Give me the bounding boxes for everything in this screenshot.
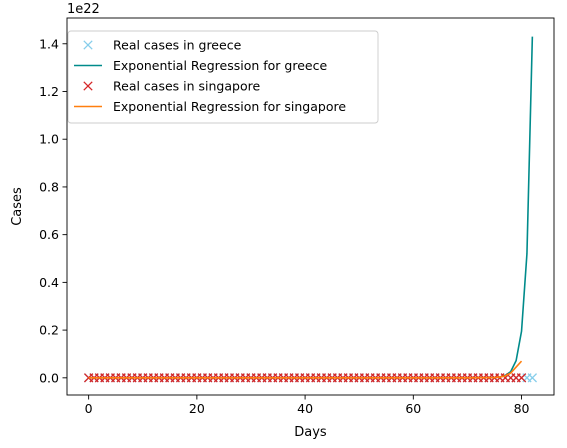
y-tick-label-3: 0.6 <box>39 227 59 242</box>
y-tick-label-1: 0.2 <box>39 323 59 338</box>
series-line-exponential-regression-for-singapore <box>88 360 523 379</box>
data-point-real-cases-in-greece-82 <box>527 373 538 383</box>
axes-frame <box>66 17 555 396</box>
plot-series-group <box>83 36 538 383</box>
legend: Real cases in greece Exponential Regressi… <box>67 30 379 124</box>
legend-box <box>67 30 379 124</box>
data-point-real-cases-in-singapore-80-stroke-b <box>516 373 527 383</box>
y-tick-label-2: 0.4 <box>39 275 59 290</box>
legend-handle-real-cases-in-singapore <box>83 81 93 91</box>
series-exponential-regression-for-singapore <box>88 360 523 379</box>
y-tick-label-6: 1.2 <box>39 84 59 99</box>
data-point-real-cases-in-singapore-80 <box>516 373 527 383</box>
x-tick-label-40: 40 <box>297 401 313 416</box>
legend-label-real-cases-in-greece: Real cases in greece <box>113 38 242 53</box>
y-tick-label-5: 1.0 <box>39 132 59 147</box>
legend-label-exponential-regression-for-greece: Exponential Regression for greece <box>113 58 327 73</box>
legend-handle-real-cases-in-greece-stroke-b <box>83 40 93 50</box>
y-axis-label: Cases <box>10 187 25 226</box>
x-tick-label-60: 60 <box>405 401 421 416</box>
x-tick-label-0: 0 <box>85 401 93 416</box>
legend-label-exponential-regression-for-singapore: Exponential Regression for singapore <box>113 99 346 114</box>
y-tick-label-0: 0.0 <box>39 370 59 385</box>
y-tick-label-7: 1.4 <box>39 36 59 51</box>
y-tick-label-4: 0.8 <box>39 179 59 194</box>
x-tick-label-20: 20 <box>189 401 205 416</box>
x-axis-label: Days <box>294 425 327 440</box>
axes: 0 20 40 60 80 0.0 0.2 0.4 0.6 0.8 1.0 1.2 1.4 <box>39 17 555 416</box>
legend-handle-real-cases-in-greece <box>83 40 93 50</box>
legend-handle-real-cases-in-singapore-stroke-b <box>83 81 93 91</box>
legend-label-real-cases-in-singapore: Real cases in singapore <box>113 79 260 94</box>
x-tick-label-80: 80 <box>514 401 530 416</box>
data-point-real-cases-in-greece-82-stroke-b <box>527 373 538 383</box>
y-axis-offset-text: 1e22 <box>67 2 100 17</box>
plot-area <box>83 36 538 383</box>
